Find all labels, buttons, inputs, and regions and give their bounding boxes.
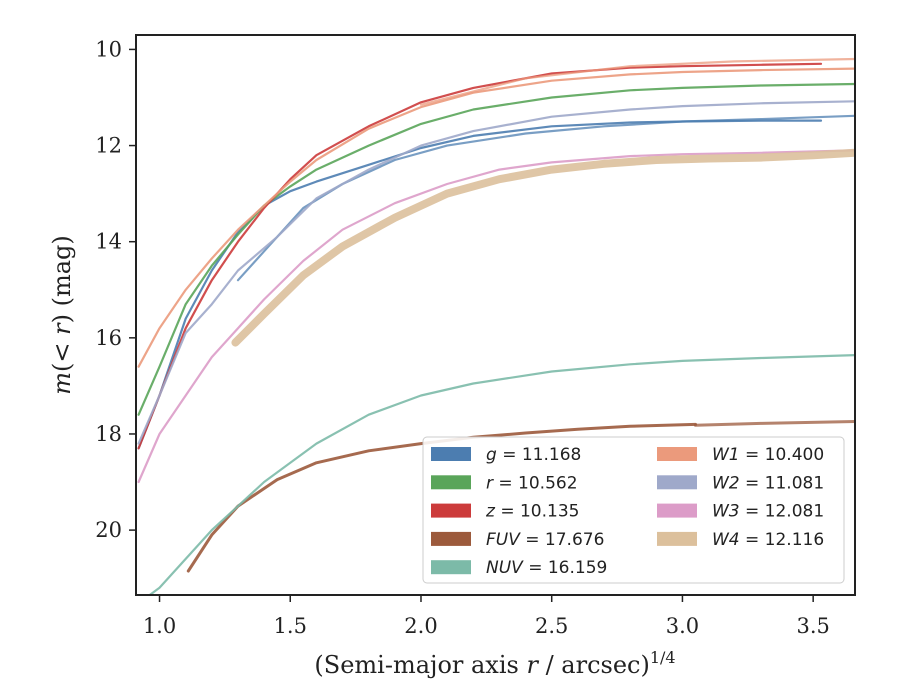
series-line-g (137, 119, 823, 450)
x-axis-ticks: 1.0 1.5 2.0 2.5 3.0 3.5 (143, 595, 830, 638)
legend-swatch-r (431, 475, 471, 490)
legend: g = 11.168 r = 10.562 z = 10.135 FUV = 17.6… (422, 436, 845, 584)
legend-swatch-w3 (657, 503, 697, 518)
legend-label-w1: W1 = 10.400 (712, 445, 824, 465)
series-line-z (137, 62, 823, 450)
legend-swatch-nuv (431, 560, 471, 575)
series-layer (137, 57, 855, 595)
y-tick-label: 20 (95, 518, 122, 542)
legend-box (422, 436, 845, 584)
y-axis-ticks: 10 12 14 16 18 20 (95, 37, 136, 542)
legend-swatch-w2 (657, 475, 697, 490)
series-line-w4 (231, 148, 855, 347)
y-tick-label: 14 (95, 230, 122, 254)
legend-label-w4: W4 = 12.116 (712, 530, 824, 550)
x-tick-label: 1.5 (274, 614, 307, 638)
series-line-w2 (137, 100, 855, 445)
y-axis-title: m(< r) (mag) (48, 235, 76, 395)
series-line-w1 (137, 67, 855, 368)
x-tick-label: 3.0 (666, 614, 699, 638)
legend-swatch-g (431, 447, 471, 461)
series-line-fuv-outer (694, 420, 855, 427)
legend-label-w3: W3 = 12.081 (712, 502, 824, 522)
legend-label-r: r = 10.562 (486, 473, 578, 493)
legend-swatch-w4 (657, 531, 697, 546)
x-tick-label: 2.5 (535, 614, 568, 638)
series-line-g-outer (236, 114, 855, 282)
x-tick-label: 1.0 (143, 614, 176, 638)
legend-swatch-z (431, 503, 471, 518)
series-line-nuv (147, 354, 855, 595)
y-tick-label: 16 (95, 326, 122, 350)
legend-label-w2: W2 = 11.081 (712, 473, 824, 493)
legend-label-nuv: NUV = 16.159 (486, 558, 607, 578)
legend-swatch-w1 (657, 447, 697, 461)
x-tick-label: 3.5 (796, 614, 829, 638)
legend-label-fuv: FUV = 17.676 (486, 530, 604, 550)
y-tick-label: 18 (95, 422, 122, 446)
y-tick-label: 10 (95, 37, 122, 61)
plot-frame (135, 34, 856, 596)
series-line-w3 (137, 149, 855, 484)
legend-swatch-fuv (431, 531, 471, 546)
y-tick-label: 12 (95, 134, 122, 158)
series-line-w1-outer (419, 57, 855, 106)
legend-label-g: g = 11.168 (486, 445, 581, 465)
legend-label-z: z = 10.135 (485, 502, 579, 522)
series-line-r (137, 82, 855, 416)
x-axis-title: (Semi-major axis r / arcsec)1/4 (314, 648, 675, 679)
x-tick-label: 2.0 (404, 614, 437, 638)
